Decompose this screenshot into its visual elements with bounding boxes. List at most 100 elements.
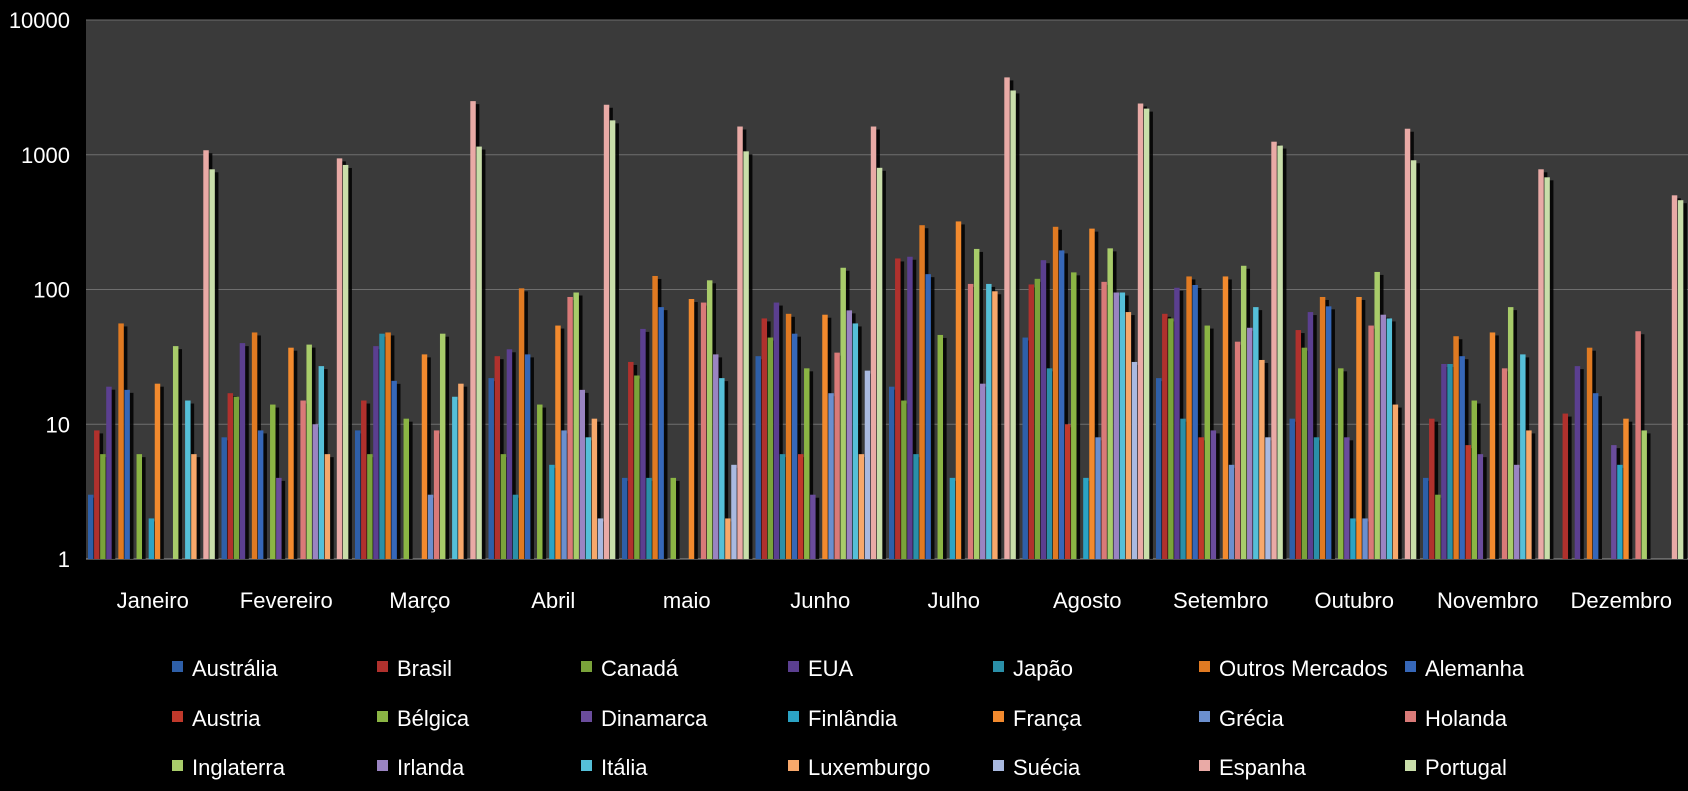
legend-label: Espanha [1219,755,1307,780]
bar [622,478,627,559]
bar [1241,266,1246,559]
bar [325,454,330,559]
bar [1041,260,1046,559]
bar [203,150,208,559]
bar [404,419,409,559]
legend-label: Inglaterra [192,755,286,780]
bar [1065,424,1070,559]
bar [1156,378,1161,559]
bar [1538,169,1543,559]
bar [1508,307,1513,559]
bar [1490,332,1495,559]
bar [458,384,463,559]
bar [288,348,293,559]
bar [689,299,694,559]
bar [1459,356,1464,559]
legend-label: Holanda [1425,706,1508,731]
bar [1514,465,1519,559]
bar [1114,293,1119,559]
x-category-label: Fevereiro [240,588,333,613]
bar [1472,401,1477,559]
bar [489,378,494,559]
legend-swatch [172,661,183,672]
bar [774,303,779,559]
bar [379,334,384,559]
legend-swatch [993,711,1004,722]
bar [980,384,985,559]
bar [1198,437,1203,559]
bar [1290,419,1295,559]
bar [258,430,263,559]
bar [1138,104,1143,559]
bar [1465,445,1470,559]
bar [470,101,475,559]
y-tick-label: 10 [46,412,70,437]
legend-label: Suécia [1013,755,1081,780]
bar [847,310,852,559]
legend-swatch [993,760,1004,771]
bar [361,401,366,559]
bar [234,397,239,559]
bar [1593,393,1598,559]
bar [992,291,997,559]
bar [1350,518,1355,559]
bar [925,274,930,559]
legend-swatch [172,760,183,771]
bar [440,334,445,559]
legend-swatch [1405,760,1416,771]
bar [1587,348,1592,559]
bar [1186,276,1191,559]
bar [780,454,785,559]
bar [810,495,815,559]
y-tick-label: 10000 [9,8,70,33]
bar [88,495,93,559]
bar [300,401,305,559]
bar [1326,306,1331,559]
bar [567,297,572,559]
bar [889,387,894,559]
legend-swatch [581,760,592,771]
bar [731,465,736,559]
bar [1180,419,1185,559]
bar [834,353,839,559]
bar [555,326,560,559]
bar [1320,297,1325,559]
bar [968,284,973,559]
bar [1229,465,1234,559]
legend-swatch [993,661,1004,672]
legend-label: Portugal [1425,755,1507,780]
legend-swatch [788,661,799,672]
legend-swatch [788,711,799,722]
legend-swatch [581,711,592,722]
bar [1205,326,1210,559]
bar [1083,478,1088,559]
legend-label: Irlanda [397,755,465,780]
bar [367,454,372,559]
x-category-label: Julho [927,588,980,613]
bar [476,147,481,559]
bar [1120,293,1125,559]
bar [646,478,651,559]
legend-swatch [1199,661,1210,672]
bar [658,307,663,559]
bar [725,518,730,559]
bar [701,303,706,559]
legend-label: Alemanha [1425,656,1525,681]
bar [191,454,196,559]
x-axis-category-labels: Janeiro Fevereiro Março Abril maio Junho Julho… [117,588,1672,613]
legend-swatch [1405,661,1416,672]
bar [549,465,554,559]
bar [1429,419,1434,559]
bar [391,381,396,559]
bar [762,318,767,559]
bar [1047,368,1052,559]
bar [1526,430,1531,559]
legend-label: Luxemburgo [808,755,930,780]
legend-swatch [377,711,388,722]
bar [561,430,566,559]
bar [1678,200,1683,559]
bar [719,378,724,559]
bar [1168,318,1173,559]
bar [1235,342,1240,559]
legend-swatch [1199,711,1210,722]
